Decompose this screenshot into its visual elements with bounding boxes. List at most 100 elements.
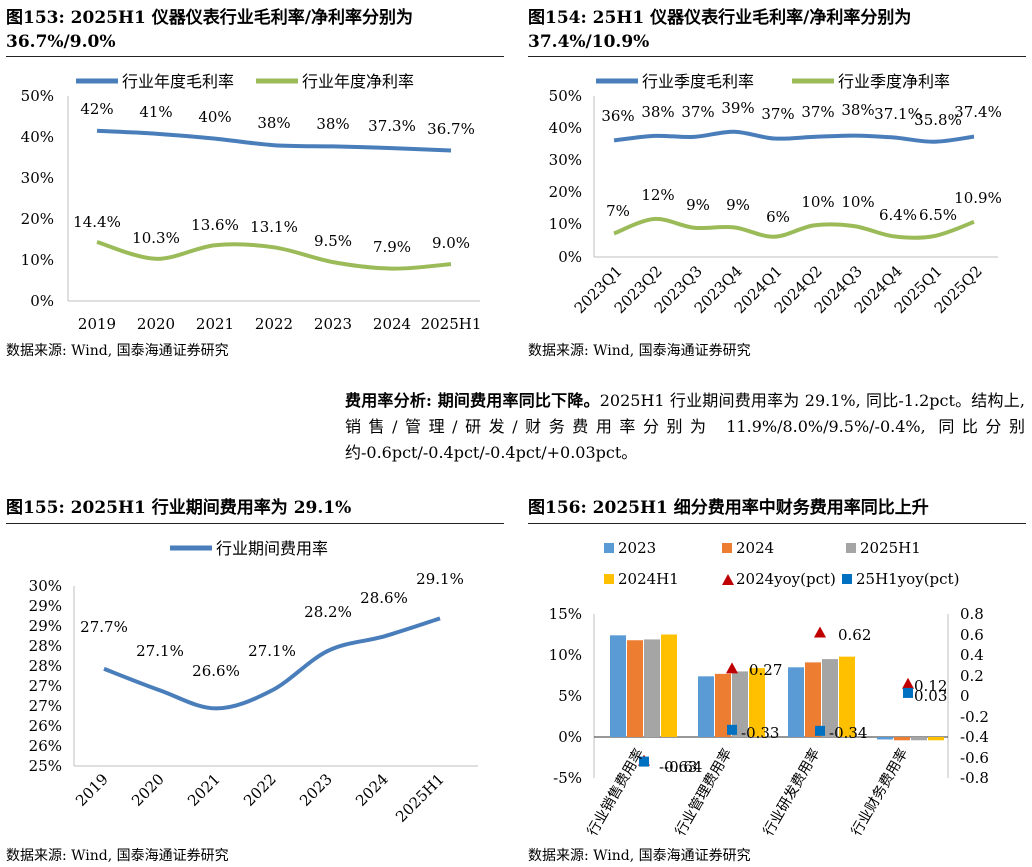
c154-label: 38% xyxy=(641,103,674,121)
c156-marker-triangle-2 xyxy=(814,626,826,638)
c156-markers xyxy=(638,626,914,767)
c154-label: 6.5% xyxy=(919,206,957,224)
c156-yoy-label: -0.33 xyxy=(741,724,779,742)
c154-xtick-labels: 2023Q1 2023Q2 2023Q3 2023Q4 2024Q1 2024Q… xyxy=(571,262,986,317)
c156-bar-2025h1-1 xyxy=(732,671,748,737)
c156-bar-2023-3 xyxy=(877,737,893,740)
c155-xtick: 2020 xyxy=(128,770,168,810)
c155-series-line xyxy=(103,616,441,711)
c156-y2tick-labels: 0.8 0.6 0.4 0.2 0 -0.2 -0.4 -0.6 -0.8 xyxy=(960,605,989,787)
c156-yoy-label: -0.34 xyxy=(829,724,867,742)
c153-xtick-labels: 2019 2020 2021 2022 2023 2024 2025H1 xyxy=(78,315,482,333)
c153-xtick: 2022 xyxy=(255,315,293,333)
c155-data-labels: 27.7% 27.1% 26.6% 27.1% 28.2% 28.6% 29.1… xyxy=(80,570,464,680)
c156-legend-swatch-2023 xyxy=(604,543,614,553)
c154-label: 9% xyxy=(726,196,750,214)
c153-label: 10.3% xyxy=(132,229,180,247)
c156-ytick-labels: 15% 10% 5% 0% -5% xyxy=(549,605,582,787)
c156-bar-2024-2 xyxy=(805,662,821,737)
c154-label: 9% xyxy=(686,196,710,214)
c155-xtick: 2024 xyxy=(352,770,392,810)
fig155-title: 图155: 2025H1 行业期间费用率为 29.1% xyxy=(6,498,352,518)
fig153-rule xyxy=(6,56,504,57)
c156-yoy-label: -0.63 xyxy=(659,758,697,776)
c154-legend: 行业季度毛利率 行业季度净利率 xyxy=(596,72,950,91)
c154-ytick: 0% xyxy=(558,248,582,266)
c155-ytick: 26% xyxy=(29,737,62,755)
c153-xtick: 2021 xyxy=(196,315,234,333)
fig154-title-line2: 37.4%/10.9% xyxy=(528,32,650,52)
c156-bar-2024-3 xyxy=(894,737,910,741)
c153-data-labels-gross: 42% 41% 40% 38% 38% 37.3% 36.7% xyxy=(80,100,475,138)
c153-series-net-line xyxy=(96,240,452,271)
c153-label: 13.1% xyxy=(250,218,298,236)
c155-xtick: 2025H1 xyxy=(392,770,448,826)
c153-label: 14.4% xyxy=(73,213,121,231)
c153-label: 40% xyxy=(198,108,231,126)
c154-ytick-labels: 50% 40% 30% 20% 10% 0% xyxy=(549,87,582,266)
c154-label: 37.4% xyxy=(954,103,1002,121)
fig156-title: 图156: 2025H1 细分费用率中财务费用率同比上升 xyxy=(528,498,929,518)
c156-marker-square-2 xyxy=(815,725,825,736)
c154-ytick: 50% xyxy=(549,87,582,105)
c156-y2tick: -0.4 xyxy=(960,728,989,746)
c156-ytick: 0% xyxy=(558,728,582,746)
c153-ytick: 50% xyxy=(21,87,54,105)
c153-ytick-labels: 50% 40% 30% 20% 10% 0% xyxy=(21,87,54,310)
c155-legend-label: 行业期间费用率 xyxy=(216,539,328,558)
c153-ytick: 40% xyxy=(21,128,54,146)
c154-label: 10.9% xyxy=(954,189,1002,207)
c153-data-labels-net: 14.4% 10.3% 13.6% 13.1% 9.5% 7.9% 9.0% xyxy=(73,213,470,256)
c154-label: 10% xyxy=(841,193,874,211)
fig154-rule xyxy=(528,56,1026,57)
c156-y2tick: -0.8 xyxy=(960,769,989,787)
c156-legend-2024yoy: 2024yoy(pct) xyxy=(736,570,836,588)
c155-ytick-labels: 30% 29% 29% 28% 28% 27% 27% 26% 26% 25% xyxy=(29,577,62,775)
c154-data-labels-gross: 36% 38% 37% 39% 37% 37% 38% 37.1% 35.8% … xyxy=(601,99,1002,129)
chart-156: 2023 2024 2025H1 2024H1 2024yoy(pct) 25H… xyxy=(549,539,989,839)
c154-label: 37% xyxy=(801,103,834,121)
analysis-body: 2025H1 行业期间费用率为 29.1%, 同比-1.2pct。结构上, 销售… xyxy=(345,391,1025,462)
c156-bars xyxy=(610,634,944,741)
c155-label: 27.1% xyxy=(248,642,296,660)
c156-yoy-labels: -0.63 -0.64 0.27 -0.33 0.62 -0.34 0.12 0… xyxy=(659,626,947,776)
c154-label: 7% xyxy=(606,202,630,220)
c156-bar-2023-2 xyxy=(788,667,804,737)
c155-label: 28.2% xyxy=(304,603,352,621)
c156-legend-2025h1: 2025H1 xyxy=(860,539,921,557)
c153-label: 38% xyxy=(316,115,349,133)
c156-yoy-label: 0.12 xyxy=(914,677,947,695)
c154-data-labels-net: 7% 12% 9% 9% 6% 10% 10% 6.4% 6.5% 10.9% xyxy=(606,186,1002,226)
c156-ytick: 10% xyxy=(549,646,582,664)
c156-xtick-labels: 行业销售费用率 行业管理费用率 行业研发费用率 行业财务费用率 xyxy=(584,746,912,839)
c153-label: 42% xyxy=(80,100,113,118)
analysis-lead: 费用率分析: 期间费用率同比下降。 xyxy=(345,391,600,410)
analysis-paragraph: 费用率分析: 期间费用率同比下降。2025H1 行业期间费用率为 29.1%, … xyxy=(345,388,1025,466)
c155-xtick: 2022 xyxy=(240,770,280,810)
c156-yoy-label: 0.62 xyxy=(838,626,871,644)
c154-ytick: 40% xyxy=(549,119,582,137)
c153-ytick: 10% xyxy=(21,251,54,269)
c153-legend-gross: 行业年度毛利率 xyxy=(122,72,234,91)
c156-legend-2023: 2023 xyxy=(618,539,656,557)
fig154-title: 图154: 25H1 仪器仪表行业毛利率/净利率分别为 37.4%/10.9% xyxy=(528,6,911,54)
c155-label: 27.7% xyxy=(80,618,128,636)
c156-yoy-label: 0.03 xyxy=(914,687,947,705)
c156-xtick: 行业财务费用率 xyxy=(848,746,912,839)
c153-label: 9.0% xyxy=(432,234,470,252)
c155-ytick: 27% xyxy=(29,697,62,715)
c153-legend: 行业年度毛利率 行业年度净利率 xyxy=(76,72,414,91)
c156-bar-2024-0 xyxy=(627,640,643,737)
c153-label: 41% xyxy=(139,103,172,121)
c153-label: 36.7% xyxy=(427,120,475,138)
c153-xtick: 2025H1 xyxy=(421,315,482,333)
c156-y2tick: -0.6 xyxy=(960,749,989,767)
c153-label: 7.9% xyxy=(373,238,411,256)
c154-label: 6% xyxy=(766,208,790,226)
c156-bar-2024-1 xyxy=(715,673,731,737)
c156-bar-2025h1-0 xyxy=(644,639,660,737)
c156-y2tick: -0.2 xyxy=(960,708,989,726)
c155-label: 29.1% xyxy=(416,570,464,588)
c153-series-gross-line xyxy=(96,128,452,153)
c154-label: 6.4% xyxy=(879,206,917,224)
